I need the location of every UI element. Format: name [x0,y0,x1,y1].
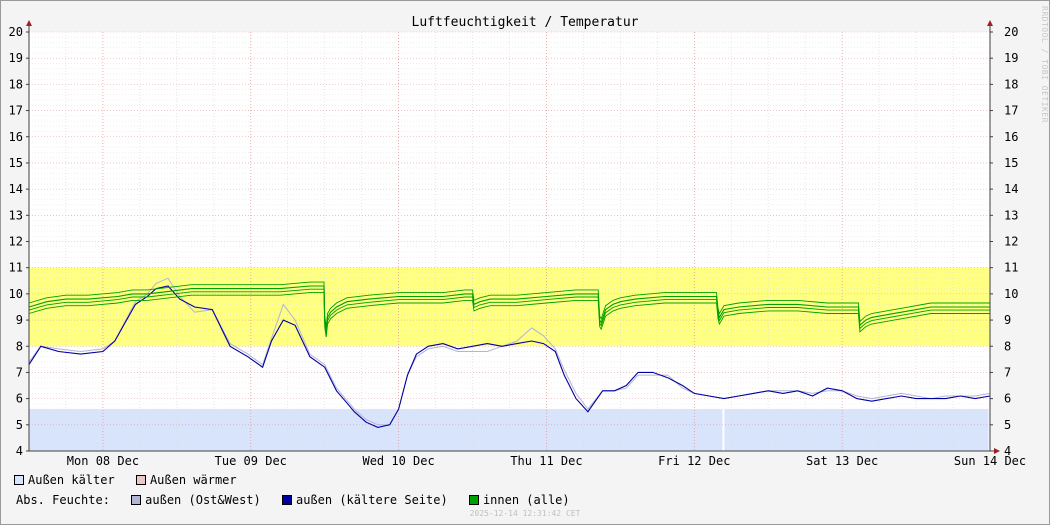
y-tick-label-left: 11 [9,261,23,275]
legend-label: Außen kälter [28,473,115,487]
legend-swatch [468,495,479,505]
legend-row-2: Abs. Feuchte: außen (Ost&West) außen (kä… [16,493,584,507]
x-tick-label: Thu 11 Dec [510,454,582,468]
y-tick-label-left: 10 [9,287,23,301]
y-tick-label-left: 8 [16,339,23,353]
y-tick-label-right: 16 [1004,130,1018,144]
series-line-innen-sensor-0 [28,292,990,338]
x-tick-label: Tue 09 Dec [215,454,287,468]
y-tick-label-right: 20 [1004,25,1018,39]
legend-prefix: Abs. Feuchte: [16,493,110,507]
y-tick-label-left: 14 [9,182,23,196]
y-tick-label-left: 6 [16,392,23,406]
y-tick-label-left: 16 [9,130,23,144]
grid [28,31,991,452]
legend-item-aussen-kaeltere-seite: außen (kältere Seite) [281,493,448,507]
y-tick-label-right: 8 [1004,339,1011,353]
legend-item-aussen-waermer: Außen wärmer [135,473,237,487]
series-lines [28,277,991,428]
y-tick-label-left: 5 [16,418,23,432]
y-tick-label-right: 13 [1004,208,1018,222]
x-tick-label: Wed 10 Dec [362,454,434,468]
tick-labels: 4 4 5 5 6 6 7 7 8 8 9 9 10 10 11 11 12 12 13 13 14 14 15 15 16 16… [9,25,1027,468]
legend-swatch [131,495,142,505]
y-tick-label-left: 12 [9,235,23,249]
timestamp: 2025-12-14 12:31:42 CET [469,509,581,518]
legend-label: innen (alle) [482,493,570,507]
y-axis-arrow-right [987,20,993,26]
legend-swatch [135,475,146,485]
series-line-1 [28,285,991,428]
y-tick-label-right: 9 [1004,313,1011,327]
x-tick-label: Sat 13 Dec [806,454,878,468]
legend-label: außen (Ost&West) [145,493,261,507]
y-tick-label-left: 9 [16,313,23,327]
legend-item-innen-alle: innen (alle) [468,493,570,507]
series-line-innen-sensor-2 [28,281,990,327]
y-tick-label-left: 13 [9,208,23,222]
y-tick-label-right: 12 [1004,235,1018,249]
y-tick-label-right: 5 [1004,418,1011,432]
y-tick-label-left: 15 [9,156,23,170]
chart-title: Luftfeuchtigkeit / Temperatur [412,15,639,30]
y-tick-label-right: 4 [1004,444,1011,458]
y-tick-label-right: 15 [1004,156,1018,170]
legend-row-1: Außen kälter Außen wärmer [14,473,251,487]
y-tick-label-left: 18 [9,77,23,91]
y-tick-label-right: 10 [1004,287,1018,301]
legend-label: außen (kältere Seite) [295,493,448,507]
y-tick-label-right: 14 [1004,182,1018,196]
y-tick-label-right: 17 [1004,104,1018,118]
y-tick-label-right: 11 [1004,261,1018,275]
y-tick-label-left: 20 [9,25,23,39]
legend-item-aussen-ost-west: außen (Ost&West) [131,493,261,507]
series-line-innen-sensor-1 [28,288,990,334]
y-tick-label-left: 4 [16,444,23,458]
y-tick-label-right: 6 [1004,392,1011,406]
legend-swatch [14,475,24,485]
axes [26,20,1000,454]
x-tick-label: Sun 14 Dec [954,454,1026,468]
y-axis-arrow-left [26,20,32,26]
x-tick-label: Mon 08 Dec [67,454,139,468]
series-line-2 [28,285,990,331]
legend-label: Außen wärmer [149,473,237,487]
legend-swatch [281,495,292,505]
legend-item-aussen-kaelter: Außen kälter [14,473,115,487]
x-axis-arrow [994,448,1000,454]
y-tick-label-left: 7 [16,365,23,379]
y-tick-label-right: 19 [1004,51,1018,65]
y-tick-label-left: 19 [9,51,23,65]
y-tick-label-left: 17 [9,104,23,118]
watermark: RRDTOOL / TOBI OETIKER [1040,6,1049,123]
y-tick-label-right: 7 [1004,365,1011,379]
y-tick-label-right: 18 [1004,77,1018,91]
x-tick-label: Fri 12 Dec [658,454,730,468]
